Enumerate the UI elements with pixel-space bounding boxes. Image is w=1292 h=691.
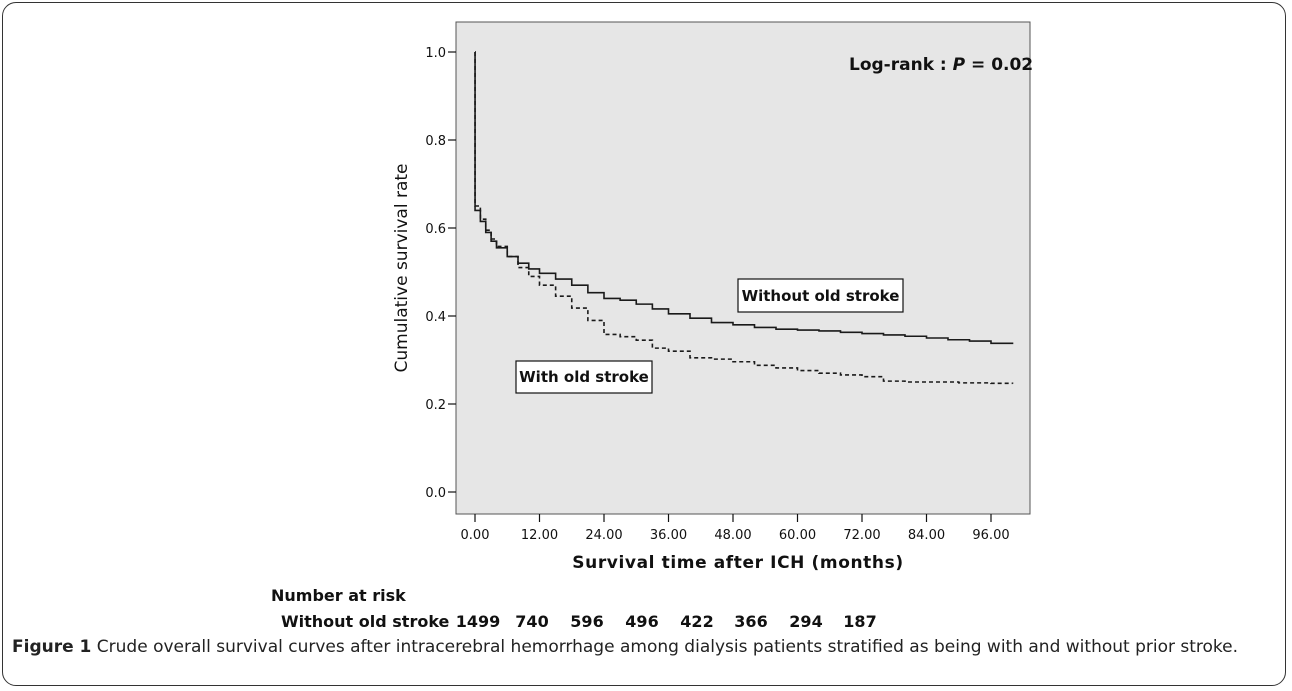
y-tick-label: 1.0 xyxy=(425,46,446,61)
y-tick-label: 0.0 xyxy=(425,486,446,501)
x-tick-label: 96.00 xyxy=(972,528,1009,543)
y-axis: 0.0 0.2 0.4 0.6 0.8 1.0 xyxy=(425,46,456,501)
figure-caption: Figure 1 Crude overall survival curves a… xyxy=(12,636,1272,659)
legend-box-with-old-stroke: With old stroke xyxy=(515,360,653,394)
x-tick-label: 60.00 xyxy=(779,528,816,543)
y-tick-label: 0.8 xyxy=(425,134,446,149)
risk-table-title: Number at risk xyxy=(271,586,406,605)
x-tick-label: 24.00 xyxy=(585,528,622,543)
x-tick-label: 12.00 xyxy=(521,528,558,543)
series-line-with-old-stroke xyxy=(474,51,1014,385)
x-tick-label: 0.00 xyxy=(461,528,490,543)
x-axis-label: Survival time after ICH (months) xyxy=(572,553,903,573)
risk-table: Number at risk Without old stroke 1499 740 5… xyxy=(271,586,877,631)
legend-box-without-old-stroke: Without old stroke xyxy=(737,278,904,313)
label-box-without xyxy=(737,278,904,313)
plot-area xyxy=(455,21,1031,515)
x-axis: 0.00 12.00 24.00 36.00 48.00 60.00 72.00 84.00 9… xyxy=(461,514,1010,543)
x-tick-label: 84.00 xyxy=(908,528,945,543)
series-line-without-old-stroke xyxy=(474,51,1014,345)
risk-cell: 366 xyxy=(734,612,767,631)
series-label-without-old-stroke: Without old stroke xyxy=(742,287,900,305)
x-tick-label: 72.00 xyxy=(843,528,880,543)
y-axis-label: Cumulative survival rate xyxy=(392,164,412,373)
risk-row-label: Without old stroke xyxy=(281,612,450,631)
survival-chart: 0.0 0.2 0.4 0.6 0.8 1.0 0.00 12.00 24.00 36.00 48… xyxy=(271,21,1033,631)
y-tick-label: 0.2 xyxy=(425,398,446,413)
log-rank-value: = 0.02 xyxy=(965,55,1033,75)
survival-curves xyxy=(474,51,1014,385)
y-tick-label: 0.4 xyxy=(425,310,446,325)
risk-cell: 294 xyxy=(789,612,822,631)
risk-cell: 422 xyxy=(680,612,713,631)
log-rank-annotation: Log-rank : P = 0.02 xyxy=(849,55,1033,75)
x-tick-label: 36.00 xyxy=(650,528,687,543)
risk-cell: 187 xyxy=(843,612,876,631)
x-tick-label: 48.00 xyxy=(714,528,751,543)
label-box-with xyxy=(515,360,653,394)
series-label-with-old-stroke: With old stroke xyxy=(519,368,649,386)
risk-cell: 1499 xyxy=(456,612,501,631)
risk-cell: 496 xyxy=(625,612,658,631)
caption-text: Crude overall survival curves after intr… xyxy=(91,637,1239,657)
log-rank-p: P xyxy=(953,55,966,75)
risk-cell: 740 xyxy=(515,612,548,631)
y-tick-label: 0.6 xyxy=(425,222,446,237)
caption-label: Figure 1 xyxy=(12,637,92,657)
risk-cell: 596 xyxy=(570,612,603,631)
log-rank-prefix: Log-rank : xyxy=(849,55,953,75)
